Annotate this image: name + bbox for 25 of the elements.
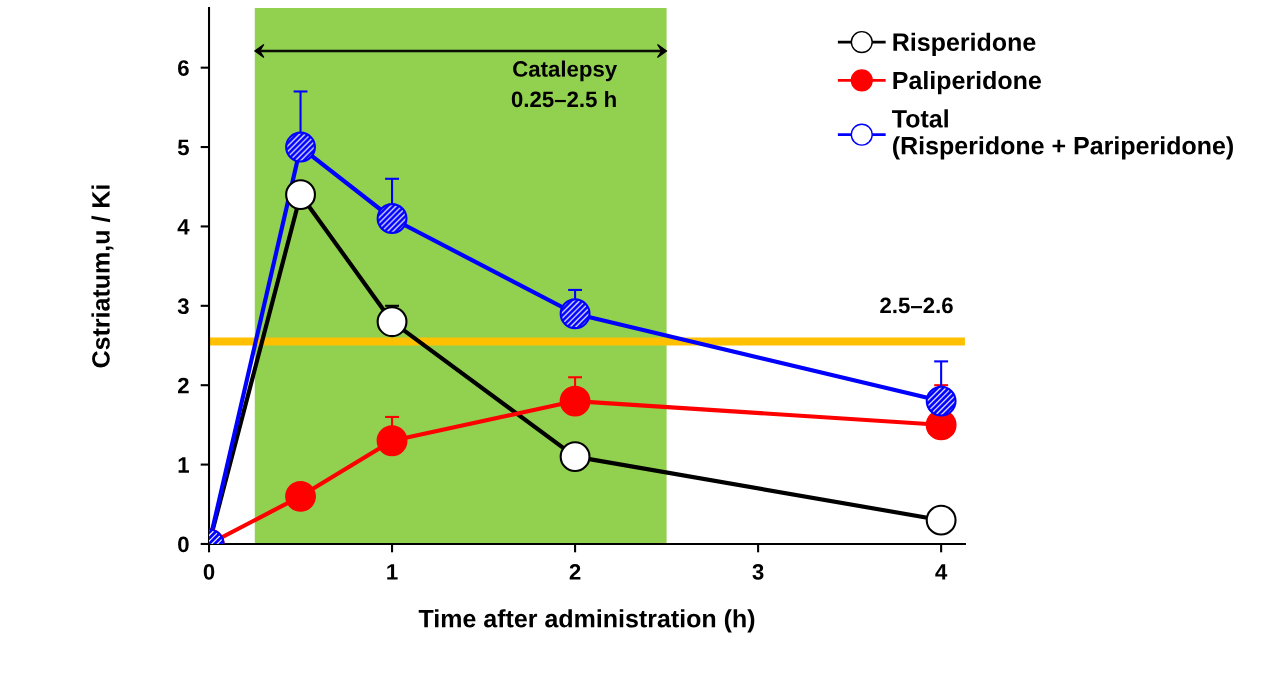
x-axis-title: Time after administration (h) xyxy=(418,609,755,633)
band-label: 2.5–2.6 xyxy=(880,297,953,314)
band-label: Catalepsy 0.25–2.5 h xyxy=(511,60,618,108)
y-tick-label: 4 xyxy=(177,219,190,235)
point xyxy=(285,179,316,211)
x-tick-label: 1 xyxy=(387,564,398,580)
legend-label: Total (Risperidone + Pariperidone) xyxy=(892,109,1233,160)
y-tick-label: 6 xyxy=(178,60,189,76)
x-tick-label: 4 xyxy=(935,564,948,580)
point xyxy=(559,385,591,417)
point xyxy=(559,441,591,473)
x-tick-label: 0 xyxy=(203,564,215,580)
point xyxy=(376,425,408,457)
legend-label: Risperidone xyxy=(893,32,1036,56)
point xyxy=(285,480,316,512)
y-axis-title: Cstriatum,u / Ki xyxy=(91,185,114,368)
y-tick-label: 3 xyxy=(177,298,189,315)
y-tick-label: 0 xyxy=(178,536,189,553)
y-tick-label: 2 xyxy=(178,377,189,394)
y-tick-label: 1 xyxy=(178,457,189,473)
x-tick-label: 2 xyxy=(569,564,581,580)
x-tick-label: 3 xyxy=(752,564,764,580)
point xyxy=(376,306,408,338)
legend-label: Paliperidone xyxy=(893,70,1041,95)
y-tick-label: 5 xyxy=(177,139,189,156)
